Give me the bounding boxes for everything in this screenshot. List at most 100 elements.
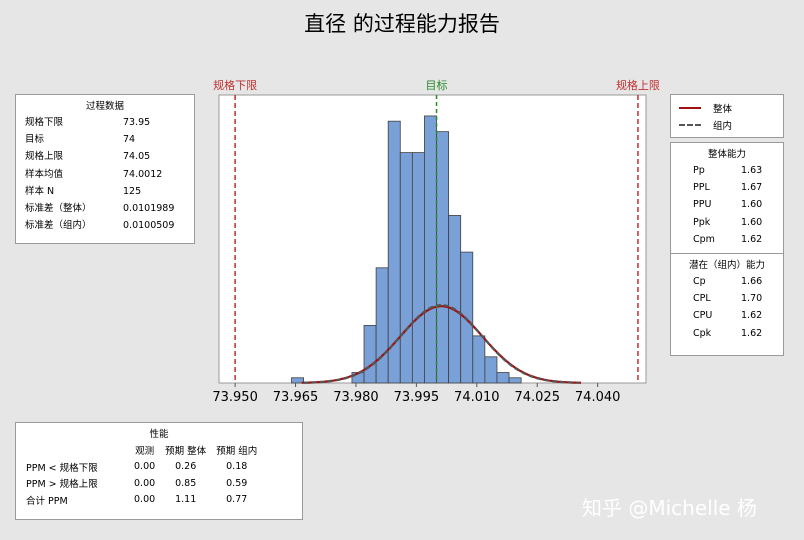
- process-data-label: 标准差（整体）: [25, 203, 92, 215]
- performance-column-header: 观测: [135, 446, 155, 458]
- performance-header: 性能: [149, 429, 169, 440]
- legend-within-label: 组内: [713, 120, 733, 132]
- potential-capability-value: 1.66: [741, 276, 763, 288]
- performance-row: 合计 PPM 0.00 1.11 0.77: [24, 492, 262, 509]
- potential-capability-label: CPL: [693, 293, 711, 305]
- histogram-bar: [363, 324, 377, 384]
- overall-capability-value: 1.60: [741, 216, 763, 228]
- potential-capability-row: Cp 1.66: [671, 273, 783, 290]
- overall-normal-curve: [301, 305, 582, 384]
- process-data-value: 74.0012: [123, 168, 163, 180]
- x-tick-label: 73.980: [333, 390, 379, 405]
- performance-cell: 0.26: [175, 461, 197, 473]
- process-data-header: 过程数据: [85, 101, 124, 112]
- overall-capability-label: Ppk: [693, 216, 711, 228]
- overall-capability-row: PPU 1.60: [671, 196, 783, 213]
- legend-overall-label: 整体: [713, 103, 733, 115]
- potential-capability-header: 潜在（组内）能力: [688, 260, 765, 272]
- histogram-bar: [291, 377, 304, 384]
- process-data-label: 规格上限: [25, 151, 64, 163]
- x-tick-label: 73.965: [273, 390, 319, 405]
- chart-title: 直径 的过程能力报告: [304, 12, 500, 36]
- process-data-row: 规格上限 74.05: [16, 148, 194, 165]
- overall-capability-row: Pp 1.63: [671, 162, 783, 179]
- panel-divider: [671, 253, 783, 255]
- watermark: 知乎 @Michelle 杨: [582, 496, 757, 520]
- performance-column-header: [24, 442, 129, 459]
- legend-overall: 整体: [671, 99, 783, 116]
- legend-within: 组内: [671, 116, 783, 133]
- overall-capability-row: PPL 1.67: [671, 179, 783, 196]
- overall-capability-value: 1.60: [741, 199, 763, 211]
- performance-cell: 1.11: [175, 494, 197, 506]
- process-data-value: 74: [123, 134, 136, 146]
- potential-capability-value: 1.70: [741, 293, 763, 305]
- histogram-bar: [472, 335, 486, 384]
- histogram-bar: [484, 356, 498, 384]
- potential-capability-row: Cpk 1.62: [671, 325, 783, 342]
- x-tick-label: 73.950: [212, 390, 258, 405]
- histogram-bar: [496, 372, 510, 384]
- performance-cell: 0.59: [226, 477, 248, 489]
- performance-row-label: PPM > 规格上限: [26, 479, 98, 491]
- performance-row: PPM < 规格下限 0.00 0.26 0.18: [24, 459, 262, 476]
- x-tick-label: 74.010: [454, 390, 500, 405]
- potential-capability-row: CPL 1.70: [671, 290, 783, 307]
- overall-capability-label: Cpm: [693, 233, 715, 245]
- performance-row-label: 合计 PPM: [26, 495, 68, 507]
- potential-capability-value: 1.62: [741, 310, 763, 322]
- overall-capability-row: Cpm 1.62: [671, 231, 783, 248]
- within-line-swatch: [679, 123, 701, 126]
- process-data-panel: 过程数据 规格下限 73.95 目标 74 规格上限 74.05 样本均值 74.0012 样本…: [15, 94, 195, 244]
- performance-header-row: 观测 预期 整体 预期 组内: [24, 442, 262, 459]
- overall-capability-header: 整体能力: [707, 149, 746, 160]
- potential-capability-label: Cpk: [693, 327, 712, 339]
- potential-capability-row: CPU 1.62: [671, 307, 783, 324]
- process-data-value: 73.95: [123, 117, 151, 128]
- histogram-bar: [448, 215, 462, 384]
- overall-capability-value: 1.63: [741, 165, 763, 176]
- process-data-row: 样本 N 125: [16, 183, 194, 200]
- usl-label: 规格上限: [616, 78, 660, 92]
- histogram-bar: [411, 152, 425, 384]
- performance-column-header: 预期 整体: [165, 446, 207, 458]
- overall-line-swatch: [679, 106, 701, 109]
- overall-capability-label: PPL: [693, 182, 710, 194]
- histogram-bar: [436, 131, 450, 384]
- process-data-label: 样本 N: [25, 185, 55, 197]
- performance-table: 观测 预期 整体 预期 组内 PPM < 规格下限 0.00 0.26 0.18 PPM > …: [24, 442, 262, 508]
- performance-cell: 0.00: [134, 461, 156, 473]
- process-data-row: 标准差（整体） 0.0101989: [16, 200, 194, 217]
- performance-cell: 0.00: [134, 477, 156, 489]
- overall-capability-value: 1.62: [741, 233, 763, 245]
- potential-capability-label: CPU: [693, 310, 713, 322]
- performance-row: PPM > 规格上限 0.00 0.85 0.59: [24, 475, 262, 492]
- overall-capability-value: 1.67: [741, 182, 763, 194]
- process-data-row: 样本均值 74.0012: [16, 166, 194, 183]
- process-data-label: 目标: [25, 134, 45, 146]
- performance-cell: 0.77: [226, 494, 248, 506]
- potential-capability-value: 1.62: [741, 327, 763, 339]
- histogram-bar: [399, 152, 413, 384]
- performance-column-header: 预期 组内: [216, 446, 258, 458]
- process-data-row: 规格下限 73.95: [16, 114, 194, 131]
- capability-panel: 整体能力 Pp 1.63 PPL 1.67 PPU 1.60 Ppk 1.60 Cpm 1.62 …: [670, 142, 784, 356]
- process-data-value: 0.0100509: [123, 220, 175, 232]
- process-data-label: 标准差（组内）: [25, 220, 92, 232]
- overall-capability-label: PPU: [693, 199, 712, 211]
- performance-row-label: PPM < 规格下限: [26, 462, 98, 474]
- overall-capability-label: Pp: [693, 165, 705, 176]
- x-tick-label: 74.040: [575, 390, 621, 405]
- histogram-bar: [375, 267, 389, 384]
- potential-capability-label: Cp: [693, 276, 706, 288]
- histogram-bar: [508, 377, 522, 384]
- process-data-value: 125: [123, 185, 142, 197]
- performance-cell: 0.00: [134, 494, 156, 506]
- performance-panel: 性能 观测 预期 整体 预期 组内 PPM < 规格下限 0.00 0.26 0.18 PPM…: [15, 422, 303, 520]
- x-tick-label: 74.025: [514, 390, 560, 405]
- process-data-value: 0.0101989: [123, 203, 175, 215]
- performance-cell: 0.85: [175, 477, 197, 489]
- histogram-bar: [424, 115, 437, 384]
- x-tick-label: 73.995: [394, 390, 440, 405]
